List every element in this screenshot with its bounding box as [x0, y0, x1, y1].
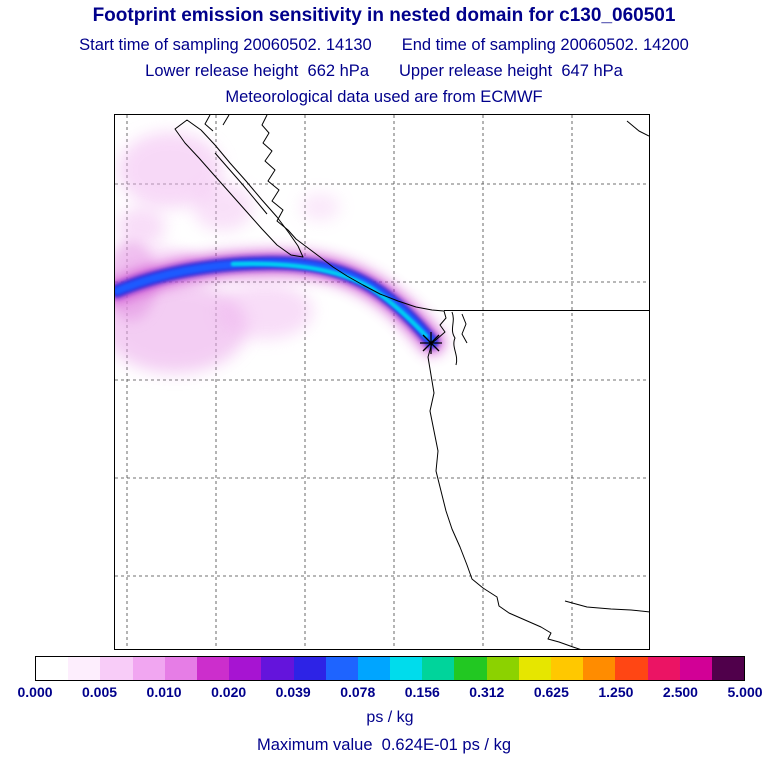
colorbar-cell: [486, 657, 519, 680]
max-value-text: Maximum value 0.624E-01 ps / kg: [256, 736, 512, 754]
colorbar-cell: [68, 657, 101, 680]
release-height-row: Lower release height 662 hPa Upper relea…: [0, 62, 768, 81]
met-source-row: Meteorological data used are from ECMWF: [0, 88, 768, 107]
colorbar-cell: [711, 657, 745, 680]
asterisk-arm: [422, 334, 440, 352]
colorbar-tick-label: 0.039: [275, 684, 311, 700]
colorbar-cell: [229, 657, 262, 680]
sampling-time-row: Start time of sampling 20060502. 14130 E…: [0, 36, 768, 55]
plume-haze-patch: [300, 193, 340, 221]
colorbar-cell: [454, 657, 487, 680]
colorbar-tick-label: 0.078: [340, 684, 376, 700]
colorbar-cell: [164, 657, 197, 680]
plume-haze-patch: [193, 183, 253, 231]
receptor-marker-asterisk: [420, 332, 442, 354]
mainland-coastline: [261, 115, 581, 649]
emission-sensitivity-plume: [115, 132, 447, 373]
plume-haze-patch: [217, 283, 313, 339]
colorbar-cell: [325, 657, 358, 680]
map-canvas: [115, 115, 649, 649]
colorbar-cell: [583, 657, 616, 680]
colorbar-cell: [100, 657, 133, 680]
colorbar-cell: [615, 657, 648, 680]
map-plot: [114, 114, 650, 650]
colorbar-cell: [551, 657, 584, 680]
colorbar-tick-label: 5.000: [727, 684, 763, 700]
plume-core-cyan: [230, 261, 429, 339]
sampling-end-text: End time of sampling 20060502. 14200: [401, 36, 689, 54]
colorbar-cell: [261, 657, 294, 680]
colorbar-unit-label: ps / kg: [366, 709, 414, 726]
bay-river-line: [564, 600, 649, 613]
colorbar-cell: [679, 657, 712, 680]
colorbar-tick-label: 0.005: [82, 684, 118, 700]
colorbar-cell: [518, 657, 551, 680]
plume-haze-patch: [118, 132, 222, 208]
sampling-start-text: Start time of sampling 20060502. 14130: [79, 36, 372, 54]
colorbar-cell: [293, 657, 326, 680]
colorbar-cell: [422, 657, 455, 680]
gridlines: [115, 115, 649, 649]
colorbar-tick-label: 0.625: [533, 684, 569, 700]
colorbar-tick-label: 0.156: [404, 684, 440, 700]
plume-haze-patch: [117, 207, 165, 247]
colorbar-section: 0.000 0.005 0.010 0.020 0.039 0.078 0.156 0.312…: [17, 656, 763, 727]
colorbar-cell: [36, 657, 69, 680]
colorbar-cell: [647, 657, 680, 680]
colorbar-tick-label: 0.000: [17, 684, 53, 700]
release-lower-text: Lower release height 662 hPa: [145, 62, 369, 80]
colorbar: [35, 656, 745, 681]
colorbar-tick-label: 0.312: [469, 684, 505, 700]
release-upper-text: Upper release height 647 hPa: [399, 62, 623, 80]
colorbar-cell: [196, 657, 230, 680]
colorbar-cell: [132, 657, 165, 680]
colorbar-cell: [357, 657, 391, 680]
colorbar-ticks: 0.000 0.005 0.010 0.020 0.039 0.078 0.156 0.312…: [17, 684, 762, 701]
coastline: [174, 115, 649, 649]
puget-sound-channels: [451, 311, 468, 366]
colorbar-tick-label: 1.250: [598, 684, 634, 700]
topright-coast-fragment: [626, 120, 649, 137]
page-title-row: Footprint emission sensitivity in nested…: [0, 5, 768, 27]
colorbar-cell: [390, 657, 423, 680]
colorbar-tick-label: 0.010: [146, 684, 182, 700]
page-title: Footprint emission sensitivity in nested…: [92, 5, 676, 26]
colorbar-tick-label: 0.020: [211, 684, 247, 700]
island-channel-line: [214, 152, 268, 215]
fjord-lines: [204, 115, 230, 132]
vancouver-island-outline: [174, 119, 304, 258]
colorbar-tick-label: 2.500: [662, 684, 698, 700]
met-source-text: Meteorological data used are from ECMWF: [225, 88, 543, 106]
